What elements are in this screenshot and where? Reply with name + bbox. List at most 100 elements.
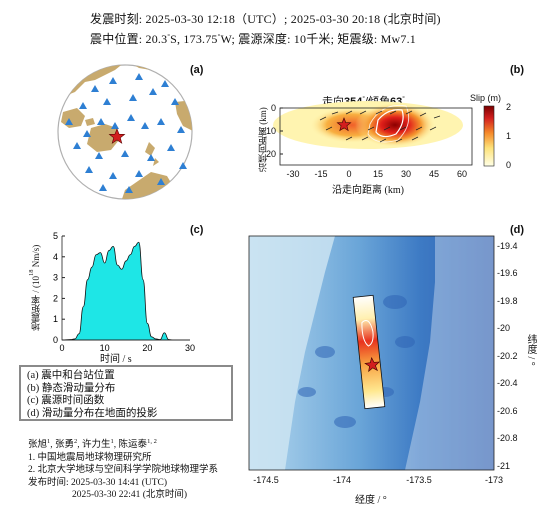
stf-group: 0 1 2 3 4 5 0 10 20 30 — [53, 231, 195, 353]
tick-d-x3: -173.5 — [406, 475, 432, 485]
meta-block: 张旭1, 张勇2, 许力生1, 陈运泰1, 2 1. 中国地震局地球物理研究所 … — [28, 436, 218, 502]
legend-item-d: (d) 滑动量分布在地面的投影 — [27, 407, 158, 419]
tick-b-x45: 45 — [429, 169, 439, 179]
affiliation-2: 2. 北京大学地球与空间科学学院地球物理学系 — [28, 465, 219, 476]
stf-xtick: 10 — [100, 343, 110, 353]
colorbar — [483, 105, 495, 167]
release-utc-value: 2025-03-30 14:41 (UTC) — [71, 477, 168, 488]
map-frame — [248, 235, 495, 471]
panel-a-label: (a) — [190, 64, 204, 76]
stf-xtick: 0 — [59, 343, 64, 353]
tick-d-y8: -20.8 — [497, 433, 518, 443]
tick-b-x60: 60 — [457, 169, 467, 179]
tick-d-y1: -19.4 — [497, 241, 518, 251]
author-4: 陈运泰 — [118, 440, 148, 451]
stf-ytick: 5 — [53, 231, 58, 241]
tick-d-y5: -20.2 — [497, 351, 518, 361]
stf-ytick: 2 — [53, 293, 58, 303]
panel-d-xlabel: 经度 / ° — [355, 495, 387, 506]
tick-b-y10: 10 — [266, 126, 276, 136]
fault-projection — [352, 294, 386, 410]
stf-ytick: 0 — [53, 335, 58, 345]
panel-d-label: (d) — [510, 224, 525, 236]
tick-d-y6: -20.4 — [497, 378, 518, 388]
panel-c-label: (c) — [190, 224, 204, 236]
author-1: 张旭 — [28, 440, 48, 451]
cbar-tick-1: 1 — [506, 131, 511, 141]
tick-d-y2: -19.6 — [497, 268, 518, 278]
epicenter-star-a — [108, 128, 126, 144]
panel-d-ylabel: 纬度 / ° — [525, 334, 536, 366]
legend-box: (a) 震中和台站位置 (b) 静态滑动量分布 (c) 震源时间函数 (d) 滑… — [19, 365, 233, 421]
tick-b-x30: 30 — [401, 169, 411, 179]
tick-d-y9: -21 — [497, 461, 510, 471]
header-location: 震中位置: 20.3°S, 173.75°W; 震源深度: 10千米; 矩震级:… — [90, 30, 416, 47]
slip-arrows — [319, 110, 441, 143]
author-4-sup: 1, 2 — [147, 438, 157, 445]
tick-b-x0: 0 — [346, 169, 351, 179]
colorbar-ticks: 2 1 0 — [506, 102, 511, 170]
deg-b2: ° — [402, 95, 405, 103]
author-3: 许力生 — [82, 440, 111, 451]
deg-2: ° — [217, 33, 221, 40]
tick-b-y0: 0 — [271, 103, 276, 113]
panel-a-globe — [57, 64, 193, 200]
deg-1: ° — [167, 33, 171, 40]
tick-b-x-15: -15 — [314, 169, 327, 179]
stf-ytick: 4 — [53, 252, 58, 262]
release-label: 发布时间: — [28, 477, 69, 488]
author-3-sup: 1 — [110, 438, 114, 445]
panel-c-xlabel: 时间 / s — [100, 354, 132, 365]
legend-item-b: (b) 静态滑动量分布 — [27, 382, 116, 394]
header-location-a: 震中位置: 20.3 — [90, 32, 168, 46]
tick-b-x15: 15 — [373, 169, 383, 179]
map-shelf — [249, 236, 335, 470]
tick-b-x-30: -30 — [286, 169, 299, 179]
header-location-b: S, 173.75 — [170, 32, 218, 46]
author-2-sup: 2 — [74, 438, 78, 445]
cbar-tick-2: 2 — [506, 102, 511, 112]
panel-b-chart: 0 10 20 -30 -15 0 15 30 45 60 2 1 0 — [266, 101, 511, 179]
slip-contour-1 — [375, 109, 404, 138]
map-y-ticks: -19.4 -19.6 -19.8 -20 -20.2 -20.4 -20.6 … — [497, 241, 518, 471]
release-bj: 2025-03-30 22:41 (北京时间) — [72, 490, 188, 501]
author-2: 张勇 — [55, 440, 75, 451]
deg-b1: ° — [362, 95, 365, 103]
stf-area — [61, 241, 190, 341]
tick-d-x4: -173 — [485, 475, 503, 485]
affiliation-1: 1. 中国地震局地球物理研究所 — [28, 452, 152, 463]
map-x-ticks: -174.5 -174 -173.5 -173 — [253, 475, 503, 485]
stations — [65, 73, 187, 193]
panel-d-map: -174.5 -174 -173.5 -173 -19.4 -19.6 -19.… — [248, 235, 518, 485]
author-1-sup: 1 — [47, 438, 51, 445]
tick-d-x1: -174.5 — [253, 475, 279, 485]
legend-item-a: (a) 震中和台站位置 — [27, 370, 115, 381]
hypocenter-star-b — [336, 117, 352, 132]
panel-c-chart: 0 1 2 3 4 5 0 10 20 30 — [53, 231, 195, 353]
panel-b-label: (b) — [510, 64, 525, 76]
authors: 张旭1, 张勇2, 许力生1, 陈运泰1, 2 — [28, 438, 157, 451]
legend-item-c: (c) 震源时间函数 — [27, 395, 105, 406]
stf-xtick: 20 — [142, 343, 152, 353]
ylabel-c-exp: 18 — [28, 269, 35, 277]
release-utc: 发布时间: 2025-03-30 14:41 (UTC) — [28, 477, 218, 490]
panel-b-ticks: 0 10 20 -30 -15 0 15 30 45 60 — [266, 103, 467, 179]
panel-b-xlabel: 沿走向距离 (km) — [332, 185, 404, 196]
stf-ytick: 3 — [53, 273, 58, 283]
colorbar-label: Slip (m) — [470, 93, 501, 103]
tick-d-y4: -20 — [497, 323, 510, 333]
tick-d-y3: -19.8 — [497, 296, 518, 306]
header-location-c: W; 震源深度: 10千米; 矩震级: Mw7.1 — [220, 32, 417, 46]
header-origin-time: 发震时刻: 2025-03-30 12:18（UTC）; 2025-03-30 … — [90, 12, 441, 26]
stf-ytick: 1 — [53, 314, 58, 324]
map-trench-noise — [405, 236, 494, 470]
panel-b-frame — [279, 107, 473, 166]
stf-xtick: 30 — [185, 343, 195, 353]
cbar-tick-0: 0 — [506, 160, 511, 170]
tick-d-y7: -20.6 — [497, 406, 518, 416]
map-basins — [298, 295, 415, 428]
slip-patch-east — [355, 103, 435, 147]
tick-d-x2: -174 — [333, 475, 351, 485]
tick-b-y20: 20 — [266, 149, 276, 159]
panel-b-ylabel: 沿倾向距离 (km) — [258, 107, 268, 173]
